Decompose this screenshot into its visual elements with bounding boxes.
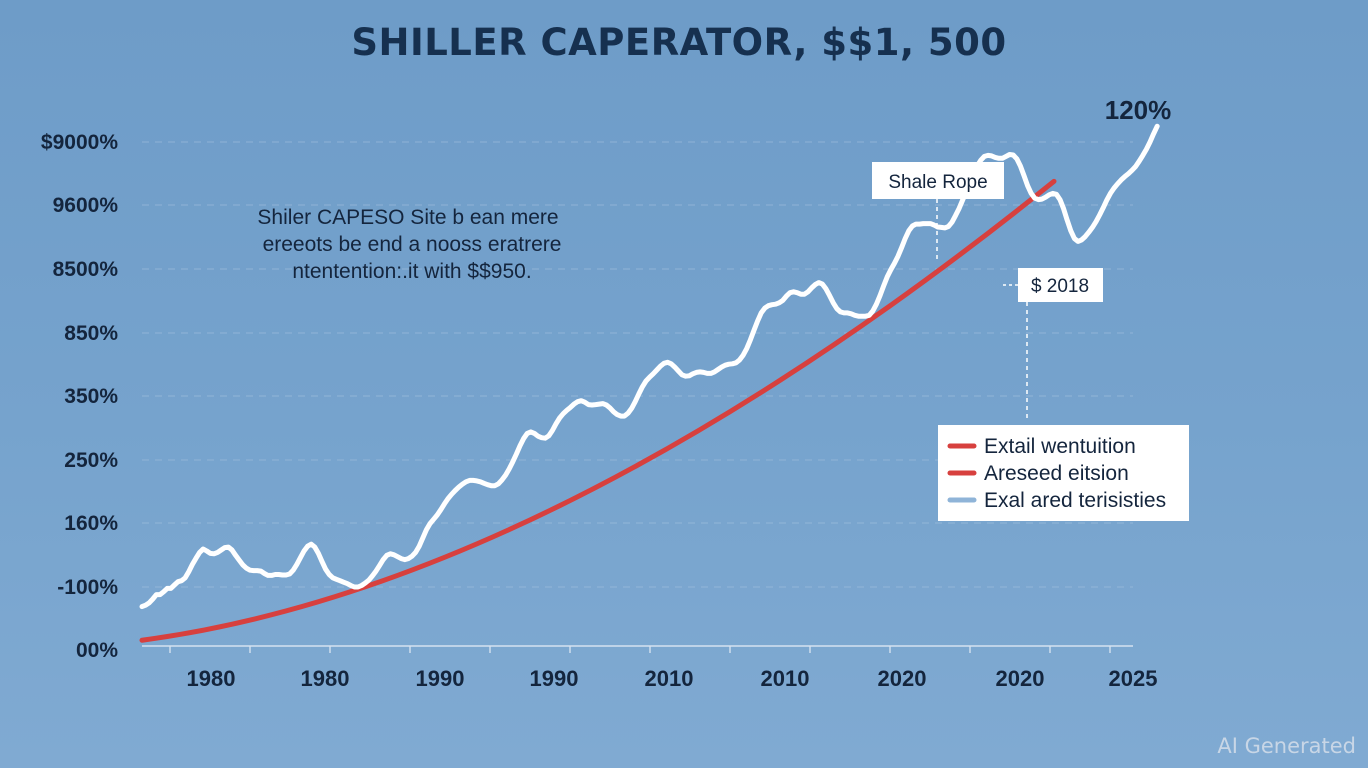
callout-shale-rope: Shale Rope xyxy=(872,162,1004,262)
callout-box xyxy=(872,162,1004,199)
x-tick-label: 2020 xyxy=(878,666,927,691)
y-tick-label: $9000% xyxy=(41,131,118,154)
callout-box xyxy=(1018,268,1103,302)
peak-label: 120% xyxy=(1105,95,1172,125)
y-tick-label: 250% xyxy=(64,449,118,472)
series-line-trend xyxy=(139,178,1057,643)
x-axis-ticks xyxy=(169,646,1111,653)
y-tick-label: 350% xyxy=(64,385,118,408)
watermark: AI Generated xyxy=(1217,734,1356,758)
x-tick-label: 1990 xyxy=(416,666,465,691)
annotation-line: ereeots be end a nooss eratrere xyxy=(263,233,562,256)
y-tick-label: 00% xyxy=(76,639,118,662)
series-line-market-index xyxy=(139,123,1160,610)
annotation-line: Shiler CAPESO Site b ean mere xyxy=(257,206,558,229)
x-tick-label: 1980 xyxy=(301,666,350,691)
y-tick-label: 9600% xyxy=(53,194,119,217)
x-tick-label: 1980 xyxy=(187,666,236,691)
x-tick-label: 2020 xyxy=(996,666,1045,691)
y-tick-label: -100% xyxy=(57,576,118,599)
x-tick-label: 2010 xyxy=(761,666,810,691)
legend-label: Exal ared terisisties xyxy=(984,489,1166,512)
annotation-text: Shiler CAPESO Site b ean mere ereeots be… xyxy=(257,206,561,283)
callout-2018: $ 2018 xyxy=(1003,268,1103,420)
chart-title: SHILLER CAPERATOR, $$1, 500 xyxy=(351,21,1006,64)
x-tick-label: 2025 xyxy=(1109,666,1158,691)
y-axis-labels: $9000% 9600% 8500% 850% 350% 250% 160% -… xyxy=(41,131,118,662)
annotation-line: ntentention:.it with $$950. xyxy=(292,260,531,283)
callout-label: $ 2018 xyxy=(1031,276,1089,297)
x-axis-labels: 1980 1980 1990 1990 2010 2010 2020 2020 … xyxy=(187,666,1158,691)
y-tick-label: 850% xyxy=(64,322,118,345)
y-tick-label: 160% xyxy=(64,512,118,535)
legend-label: Areseed eitsion xyxy=(984,462,1129,485)
legend-box xyxy=(938,425,1189,521)
callout-label: Shale Rope xyxy=(888,172,987,193)
y-tick-label: 8500% xyxy=(53,258,119,281)
legend: Extail wentuition Areseed eitsion Exal a… xyxy=(938,425,1189,521)
x-tick-label: 2010 xyxy=(645,666,694,691)
legend-label: Extail wentuition xyxy=(984,435,1136,458)
x-tick-label: 1990 xyxy=(530,666,579,691)
